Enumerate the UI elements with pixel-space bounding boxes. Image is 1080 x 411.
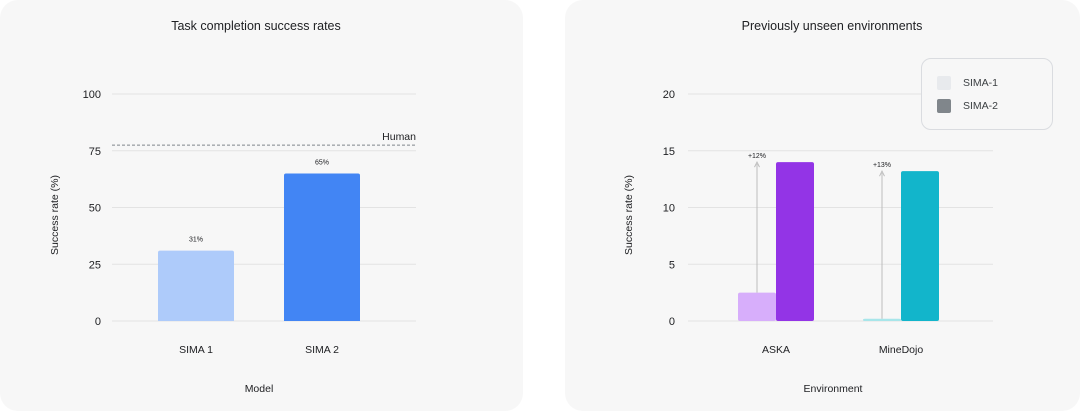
legend-swatch <box>937 99 951 113</box>
bar-minedojo-sima-2 <box>901 171 939 321</box>
x-axis-title: Environment <box>804 383 863 395</box>
bar-sima-1 <box>158 250 234 321</box>
bar-minedojo-sima-1 <box>863 318 901 321</box>
y-tick-label: 0 <box>95 316 101 328</box>
bar-aska-sima-1 <box>738 292 776 321</box>
legend-item-sima-2: SIMA-2 <box>937 98 998 114</box>
chart-title: Task completion success rates <box>171 19 341 33</box>
y-tick-label: 75 <box>89 146 101 158</box>
x-tick-label: ASKA <box>762 344 790 356</box>
y-tick-label: 15 <box>663 146 675 158</box>
chart-panel-unseen-environments: Previously unseen environments Success r… <box>565 0 1080 411</box>
improvement-arrowhead <box>879 170 885 177</box>
y-tick-label: 20 <box>663 89 675 101</box>
bar-sima-2 <box>284 173 360 321</box>
improvement-label: +12% <box>748 153 766 160</box>
bar-aska-sima-2 <box>776 162 814 321</box>
data-label: 31% <box>189 237 203 244</box>
chart-title: Previously unseen environments <box>742 19 923 33</box>
legend-item-sima-1: SIMA-1 <box>937 75 998 91</box>
legend-label: SIMA-1 <box>963 77 999 89</box>
y-tick-label: 100 <box>83 89 101 101</box>
x-tick-label: MineDojo <box>879 344 924 356</box>
chart-task-completion: Task completion success rates Success ra… <box>49 19 416 395</box>
chart-unseen-environments: Previously unseen environments Success r… <box>623 19 993 395</box>
y-axis-title: Success rate (%) <box>49 175 61 255</box>
y-tick-label: 10 <box>663 203 675 215</box>
improvement-arrowhead <box>754 160 760 168</box>
x-tick-label: SIMA 1 <box>179 344 213 356</box>
reference-line-label: Human <box>382 131 416 143</box>
chart-legend: SIMA-1 SIMA-2 <box>921 58 1053 130</box>
y-tick-label: 50 <box>89 203 101 215</box>
y-tick-label: 5 <box>669 259 675 271</box>
y-axis-title: Success rate (%) <box>623 175 635 255</box>
legend-swatch <box>937 76 951 90</box>
y-tick-label: 25 <box>89 259 101 271</box>
chart-panel-task-completion: Task completion success rates Success ra… <box>0 0 523 411</box>
x-tick-label: SIMA 2 <box>305 344 339 356</box>
y-tick-label: 0 <box>669 316 675 328</box>
legend-label: SIMA-2 <box>963 100 999 112</box>
x-axis-title: Model <box>245 383 274 395</box>
data-label: 65% <box>315 159 329 166</box>
improvement-label: +13% <box>873 162 891 169</box>
